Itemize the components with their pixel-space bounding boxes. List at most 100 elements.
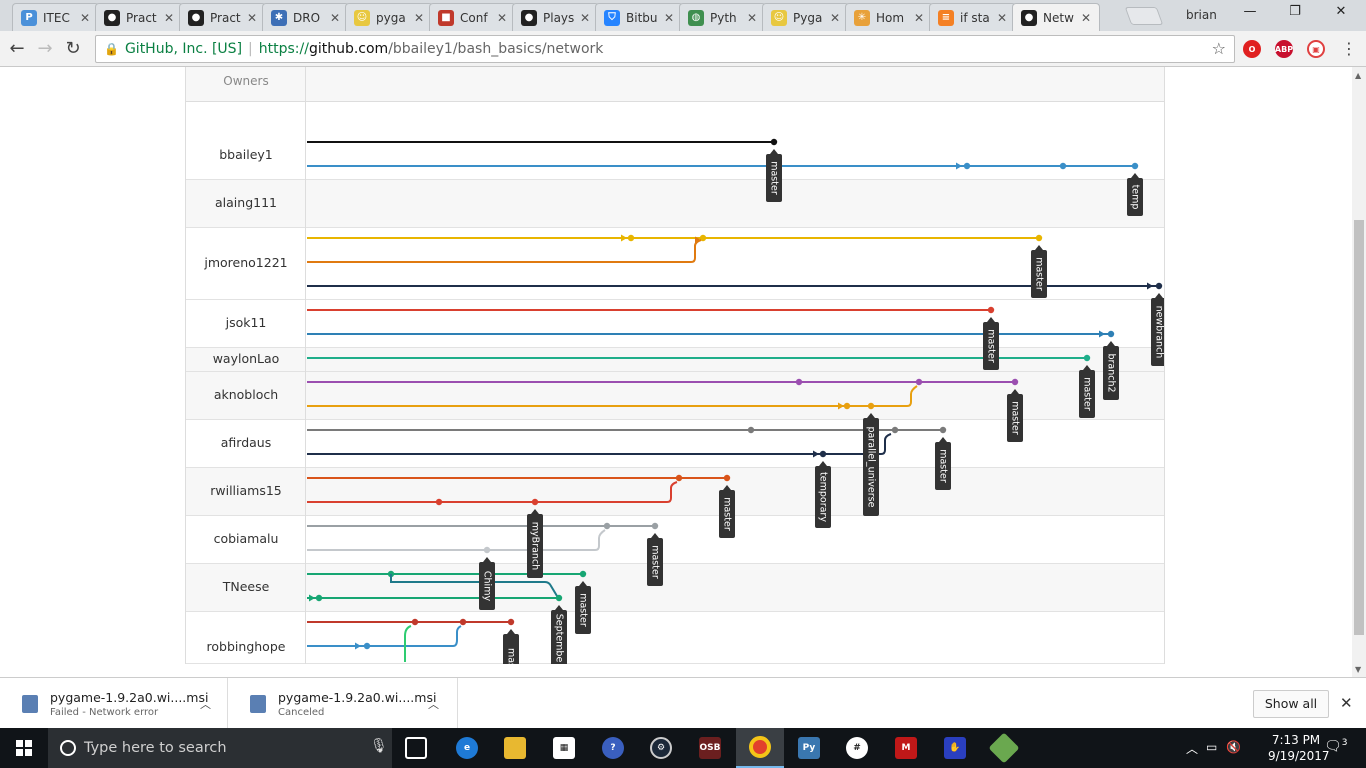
chrome-menu-icon[interactable]: ⋮	[1341, 39, 1357, 58]
close-tab-icon[interactable]: ✕	[1080, 10, 1092, 25]
commit-dot[interactable]	[1131, 162, 1139, 170]
show-all-downloads-button[interactable]: Show all	[1253, 690, 1329, 718]
close-tab-icon[interactable]: ✕	[163, 10, 175, 25]
owner-name[interactable]: afirdaus	[220, 435, 272, 450]
owner-name[interactable]: aknobloch	[213, 387, 279, 402]
browser-tab[interactable]: ☺ Pyga ✕	[762, 3, 849, 31]
close-tab-icon[interactable]: ✕	[413, 10, 425, 25]
commit-dot[interactable]	[531, 498, 539, 506]
commit-dot[interactable]	[770, 138, 778, 146]
close-tab-icon[interactable]: ✕	[329, 10, 341, 25]
commit-dot[interactable]	[411, 618, 419, 626]
branch-label[interactable]: newbranch	[1151, 293, 1164, 366]
scroll-down-icon[interactable]: ▼	[1355, 665, 1362, 674]
branch-label[interactable]: master	[983, 317, 999, 370]
chevron-up-icon[interactable]: ︿	[1186, 742, 1199, 756]
browser-tab[interactable]: ✳ Hom ✕	[845, 3, 933, 31]
branch-label[interactable]: Chimy	[479, 557, 495, 610]
commit-dot[interactable]	[939, 426, 947, 434]
commit-dot[interactable]	[699, 234, 707, 242]
adblock-extension-icon[interactable]: ABP	[1275, 40, 1293, 58]
python-app[interactable]: Py	[785, 728, 833, 768]
branch-label[interactable]: master	[1007, 389, 1023, 442]
browser-tab[interactable]: ☺ pyga ✕	[345, 3, 433, 31]
browser-tab[interactable]: ● Pract ✕	[179, 3, 266, 31]
extension-icon[interactable]: ▣	[1307, 40, 1325, 58]
commit-dot[interactable]	[651, 522, 659, 530]
battery-icon[interactable]: ▭	[1206, 740, 1218, 754]
browser-tab[interactable]: ● Pract ✕	[95, 3, 183, 31]
branch-label[interactable]: Septembe	[551, 605, 567, 664]
commit-dot[interactable]	[747, 426, 755, 434]
obs-app[interactable]: OSB	[686, 728, 734, 768]
branch-label[interactable]: master	[1031, 245, 1047, 298]
browser-tab[interactable]: ≡ if sta ✕	[929, 3, 1016, 31]
browser-tab[interactable]: ■ Conf ✕	[429, 3, 516, 31]
browser-tab[interactable]: P ITEC ✕	[12, 3, 99, 31]
browser-tab[interactable]: ◍ Pyth ✕	[679, 3, 766, 31]
browser-tab[interactable]: ● Plays ✕	[512, 3, 599, 31]
file-explorer-app[interactable]	[491, 728, 539, 768]
commit-dot[interactable]	[555, 594, 563, 602]
browser-tab[interactable]: ⛉ Bitbu ✕	[595, 3, 683, 31]
bookmark-star-icon[interactable]: ☆	[1211, 39, 1226, 58]
branch-label[interactable]: branch2	[1103, 341, 1119, 400]
app-icon[interactable]	[980, 728, 1028, 768]
close-tab-icon[interactable]: ✕	[79, 10, 91, 25]
branch-label[interactable]: master	[1079, 365, 1095, 418]
commit-dot[interactable]	[723, 474, 731, 482]
new-tab-button[interactable]	[1124, 7, 1164, 25]
owner-name[interactable]: TNeese	[222, 579, 270, 594]
volume-muted-icon[interactable]: 🔇	[1226, 740, 1241, 754]
close-window-icon[interactable]: ✕	[1335, 4, 1347, 19]
commit-dot[interactable]	[627, 234, 635, 242]
close-tab-icon[interactable]: ✕	[829, 10, 841, 25]
commit-dot[interactable]	[987, 306, 995, 314]
branch-label[interactable]: master	[575, 581, 591, 634]
commit-dot[interactable]	[675, 474, 683, 482]
close-tab-icon[interactable]: ✕	[496, 10, 508, 25]
back-arrow-icon[interactable]: ←	[9, 38, 25, 59]
branch-label[interactable]: master	[647, 533, 663, 586]
profile-name[interactable]: brian	[1186, 8, 1217, 22]
branch-label[interactable]: temporary	[815, 461, 831, 528]
commit-dot[interactable]	[315, 594, 323, 602]
commit-dot[interactable]	[1059, 162, 1067, 170]
commit-dot[interactable]	[603, 522, 611, 530]
page-scrollbar[interactable]: ▲ ▼	[1352, 67, 1366, 677]
owner-name[interactable]: jsok11	[225, 315, 267, 330]
app-icon[interactable]: ✋	[931, 728, 979, 768]
owner-name[interactable]: bbailey1	[219, 147, 273, 162]
clock[interactable]: 7:13 PM 9/19/2017	[1268, 732, 1330, 764]
download-item[interactable]: pygame-1.9.2a0.wi....msi Failed - Networ…	[0, 678, 228, 729]
commit-dot[interactable]	[891, 426, 899, 434]
address-bar[interactable]: 🔒 GitHub, Inc. [US] | https://github.com…	[95, 35, 1235, 63]
close-tab-icon[interactable]: ✕	[579, 10, 591, 25]
taskbar-search-box[interactable]: Type here to search 🎙	[48, 728, 392, 768]
owner-name[interactable]: robbinghope	[206, 639, 286, 654]
commit-dot[interactable]	[1035, 234, 1043, 242]
opera-extension-icon[interactable]: O	[1243, 40, 1261, 58]
owner-name[interactable]: jmoreno1221	[204, 255, 288, 270]
branch-label[interactable]: myBranch	[527, 509, 543, 578]
commit-dot[interactable]	[459, 618, 467, 626]
browser-tab[interactable]: ✱ DRO ✕	[262, 3, 349, 31]
commit-dot[interactable]	[507, 618, 515, 626]
start-button[interactable]	[0, 728, 48, 768]
owner-name[interactable]: rwilliams15	[210, 483, 282, 498]
browser-tab[interactable]: ● Netw ✕	[1012, 3, 1100, 31]
commit-dot[interactable]	[867, 402, 875, 410]
close-tab-icon[interactable]: ✕	[746, 10, 758, 25]
branch-label[interactable]: temp	[1127, 173, 1143, 216]
mcafee-app[interactable]: M	[882, 728, 930, 768]
owner-name[interactable]: cobiamalu	[213, 531, 279, 546]
close-tab-icon[interactable]: ✕	[663, 10, 675, 25]
commit-dot[interactable]	[1107, 330, 1115, 338]
commit-dot[interactable]	[363, 642, 371, 650]
commit-dot[interactable]	[819, 450, 827, 458]
commit-dot[interactable]	[483, 546, 491, 554]
slack-app[interactable]: #	[833, 728, 881, 768]
security-indicator[interactable]: GitHub, Inc. [US]	[124, 41, 243, 57]
chevron-up-icon[interactable]: ︿	[200, 698, 211, 711]
close-icon[interactable]: ✕	[1340, 694, 1353, 712]
